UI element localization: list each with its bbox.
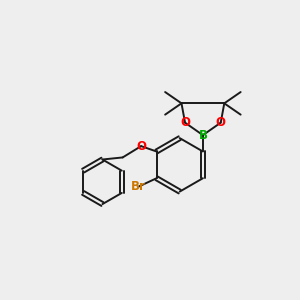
Text: O: O [216,116,226,129]
Text: O: O [136,140,146,153]
Text: O: O [180,116,190,129]
Text: B: B [198,129,207,142]
Text: Br: Br [131,180,146,193]
